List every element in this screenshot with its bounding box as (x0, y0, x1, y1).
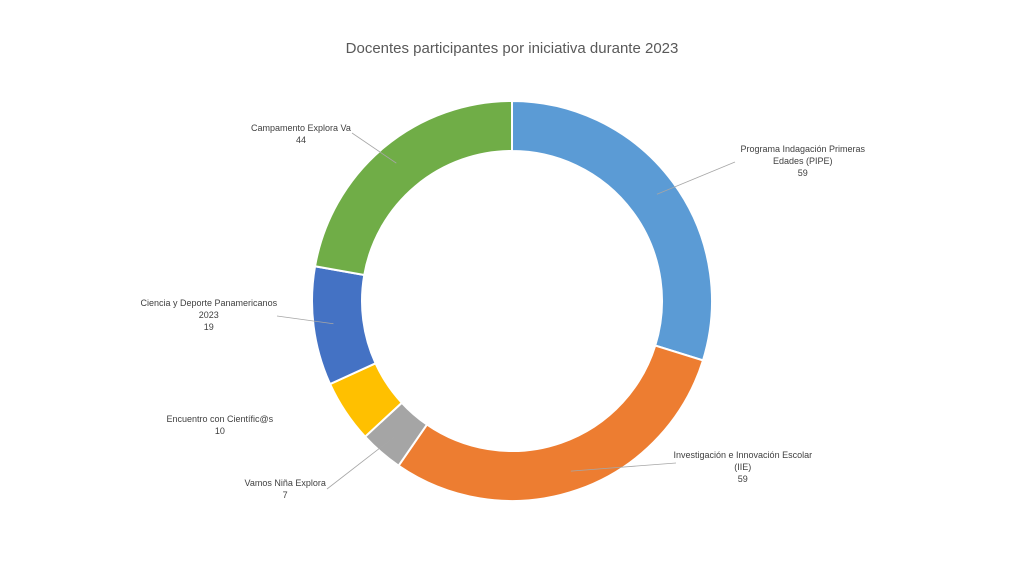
slice-label: Investigación e Innovación Escolar (IIE) 5… (674, 449, 813, 485)
slice-value: 10 (214, 426, 225, 436)
slice-label: Programa Indagación Primeras Edades (PIPE… (741, 143, 866, 179)
slice-value: 44 (295, 135, 306, 145)
doughnut-slice (511, 99, 713, 362)
leader-line (656, 161, 736, 195)
doughnut-slice (397, 344, 705, 502)
slice-label-text: Vamos Niña Explora (244, 478, 326, 488)
slice-label-text: Ciencia y Deporte Panamericanos (140, 298, 278, 308)
doughnut-slice (311, 265, 377, 386)
slice-label: Vamos Niña Explora 7 (245, 477, 326, 501)
slice-value: 7 (282, 490, 288, 500)
slice-label-text: (IIE) (734, 462, 752, 472)
leader-line (351, 132, 397, 164)
slice-label-text: 2023 (198, 310, 219, 320)
doughnut-slice (313, 99, 513, 277)
slice-label-text: Programa Indagación Primeras (740, 144, 866, 154)
slice-value: 59 (737, 474, 748, 484)
slice-label: Ciencia y Deporte Panamericanos 2023 19 (141, 297, 278, 333)
leader-line (326, 436, 395, 490)
slice-label-text: Edades (PIPE) (773, 156, 833, 166)
slice-label: Campamento Explora Va 44 (251, 122, 351, 146)
slice-label: Encuentro con Científic@s 10 (167, 413, 274, 437)
slice-label-text: Encuentro con Científic@s (166, 414, 274, 424)
slice-value: 59 (797, 168, 808, 178)
slice-label-text: Campamento Explora Va (251, 123, 351, 133)
chart-title: Docentes participantes por iniciativa du… (345, 40, 679, 57)
slice-value: 19 (203, 322, 214, 332)
leader-line (570, 462, 677, 472)
leader-line (276, 315, 334, 325)
slice-label-text: Investigación e Innovación Escolar (673, 450, 813, 460)
